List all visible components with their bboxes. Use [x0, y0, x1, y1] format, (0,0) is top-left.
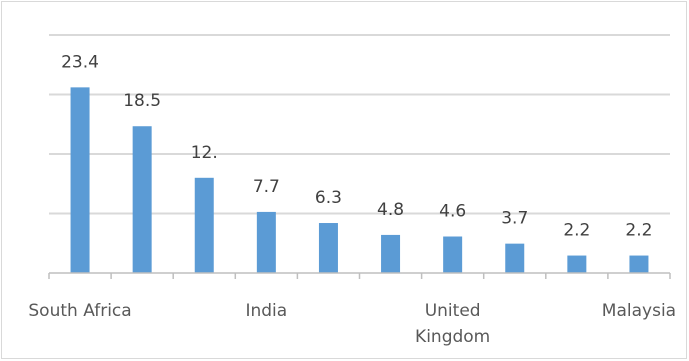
data-label-8: 2.2: [563, 221, 590, 241]
data-label-3: 7.7: [253, 177, 280, 197]
x-tick-label-1: India: [245, 301, 287, 321]
gridlines: [49, 34, 670, 215]
data-label-6: 4.6: [439, 202, 466, 222]
bar-1: [132, 126, 152, 273]
data-label-5: 4.8: [377, 200, 404, 220]
bar-series: [70, 87, 649, 273]
data-label-0: 23.4: [61, 52, 99, 72]
bar-4: [318, 223, 338, 273]
data-label-2: 12.: [191, 143, 218, 163]
bar-5: [381, 234, 401, 273]
data-label-7: 3.7: [501, 209, 528, 229]
bar-8: [567, 255, 587, 273]
data-labels: 23.4 18.5 12. 7.7 6.3 4.8 4.6 3.7 2.2 2.2: [61, 52, 652, 240]
x-tick-label-3: Malaysia: [602, 301, 676, 321]
bar-2: [194, 177, 214, 273]
x-tick-label-2-line-1: Kingdom: [415, 327, 490, 347]
x-tick-labels: South Africa India United Kingdom Malaysia: [28, 301, 676, 347]
bar-0: [70, 87, 90, 273]
bar-9: [629, 255, 649, 273]
data-label-9: 2.2: [625, 221, 652, 241]
x-tick-label-0: South Africa: [28, 301, 131, 321]
bar-6: [443, 236, 463, 273]
bar-3: [256, 211, 276, 273]
data-label-4: 6.3: [315, 188, 342, 208]
data-label-1: 18.5: [123, 91, 161, 111]
x-axis: [48, 272, 671, 279]
bar-7: [505, 243, 525, 273]
x-tick-label-2-line-0: United: [425, 301, 481, 321]
